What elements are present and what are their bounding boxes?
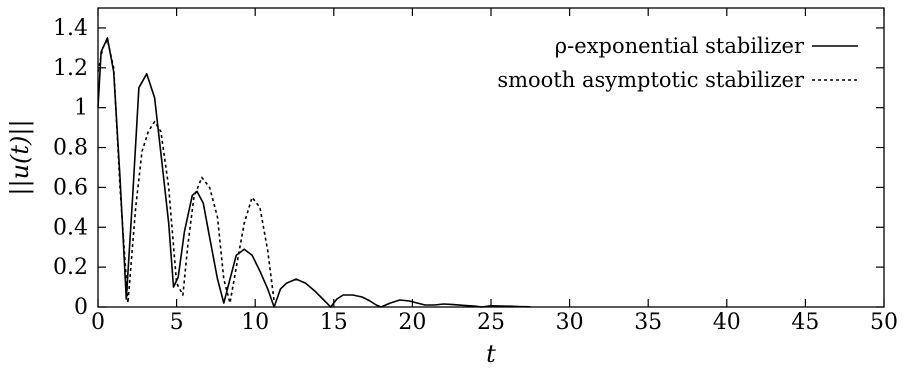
axis-ticks: 0 5 10 15 20 25 30 35 40 45 50 0 0.2 0.4 0.6 0.8 1 1.2 1.4 [53,8,898,335]
x-tick-label: 35 [634,310,662,335]
series-line-1 [97,39,275,304]
x-tick-label: 25 [477,310,505,335]
series-layer [97,37,531,308]
x-tick-label: 15 [320,310,348,335]
x-tick-label: 45 [791,310,819,335]
x-tick-label: 10 [241,310,269,335]
y-tick-label: 0.2 [53,255,88,280]
series-line-0 [97,37,531,308]
x-tick-label: 40 [713,310,741,335]
legend: ρ-exponential stabilizer smooth asymptot… [497,34,858,92]
x-tick-label: 50 [870,310,898,335]
x-axis-label: t [486,340,496,368]
y-axis-label: ||u(t)|| [6,119,35,195]
y-tick-label: 1.4 [53,16,88,41]
y-tick-label: 0.4 [53,215,88,240]
x-tick-label: 20 [398,310,426,335]
legend-label-rho-exponential: ρ-exponential stabilizer [555,34,805,58]
y-tick-label: 1.2 [53,56,88,81]
y-tick-label: 1 [74,96,88,121]
y-tick-label: 0 [74,295,88,320]
x-tick-label: 0 [91,310,105,335]
x-tick-label: 5 [170,310,184,335]
legend-label-smooth-asymptotic: smooth asymptotic stabilizer [497,68,805,92]
y-tick-label: 0.6 [53,175,88,200]
y-tick-label: 0.8 [53,136,88,161]
x-tick-label: 30 [556,310,584,335]
